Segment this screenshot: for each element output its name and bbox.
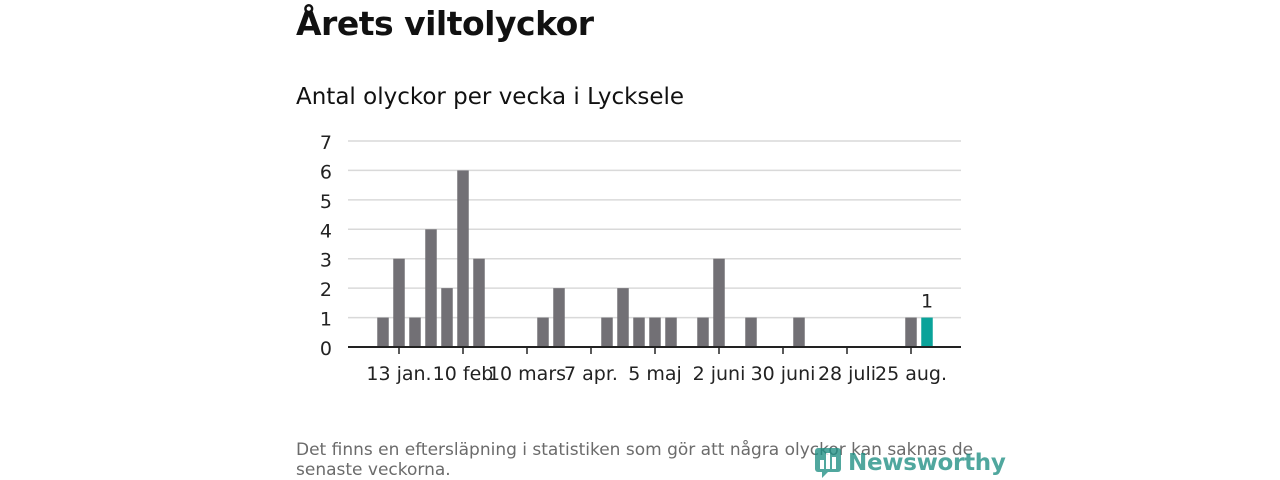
bar <box>649 317 661 347</box>
bar <box>473 258 485 347</box>
bar <box>665 317 677 347</box>
y-tick-label: 1 <box>320 309 332 331</box>
bar <box>713 258 725 347</box>
y-tick-label: 2 <box>320 279 332 301</box>
bar <box>377 317 389 347</box>
x-tick-label: 25 aug. <box>875 363 947 385</box>
y-axis-ticks: 0 1 2 3 4 5 6 7 <box>320 132 332 360</box>
bar <box>793 317 805 347</box>
chart-title: Antal olyckor per vecka i Lycksele <box>296 84 685 110</box>
y-tick-label: 6 <box>320 161 332 183</box>
bar <box>409 317 421 347</box>
y-tick-label: 7 <box>320 132 332 154</box>
bar-current-week <box>921 317 933 347</box>
bar <box>457 170 469 347</box>
x-tick-label: 10 feb <box>433 363 494 385</box>
bar-series <box>377 170 933 347</box>
bar <box>537 317 549 347</box>
grid-lines <box>348 140 961 319</box>
newsworthy-logo: Newsworthy <box>814 446 1006 480</box>
y-tick-label: 5 <box>320 191 332 213</box>
x-tick-label: 30 juni <box>751 363 816 385</box>
y-tick-label: 3 <box>320 250 332 272</box>
x-tick-label: 28 juli <box>818 363 876 385</box>
y-tick-label: 0 <box>320 338 332 360</box>
bar <box>697 317 709 347</box>
bar <box>617 288 629 347</box>
x-tick-label: 5 maj <box>628 363 682 385</box>
bar <box>905 317 917 347</box>
bar <box>601 317 613 347</box>
bar <box>393 258 405 347</box>
data-labels: 1 <box>921 291 933 313</box>
page-title: Årets viltolyckor <box>296 4 594 43</box>
x-tick-label: 2 juni <box>693 363 746 385</box>
x-tick-label: 13 jan. <box>366 363 431 385</box>
bar <box>745 317 757 347</box>
bar <box>633 317 645 347</box>
x-tick-label: 7 apr. <box>564 363 618 385</box>
footnote: Det finns en eftersläpning i statistiken… <box>296 440 974 480</box>
bar <box>425 229 437 347</box>
bar <box>441 288 453 347</box>
bar <box>553 288 565 347</box>
data-label-current-week: 1 <box>921 291 933 313</box>
bar-chart-icon <box>815 448 841 478</box>
x-tick-label: 10 mars <box>488 363 566 385</box>
logo-text: Newsworthy <box>848 450 1006 476</box>
y-tick-label: 4 <box>320 220 332 242</box>
